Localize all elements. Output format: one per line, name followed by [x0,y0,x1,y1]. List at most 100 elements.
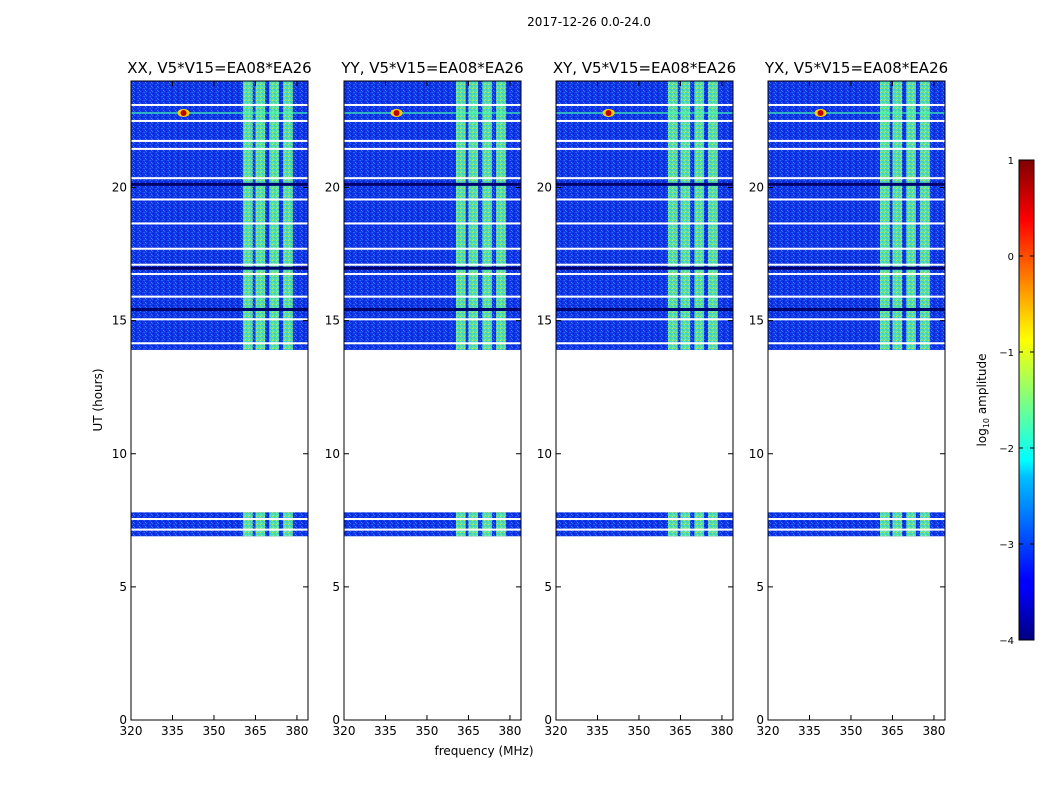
colorbar-label: log10 amplitude [975,354,991,447]
x-tick-label: 335 [161,724,184,738]
bright-channel-0-3 [283,512,293,537]
y-tick-label: 10 [112,447,127,461]
y-tick-label: 5 [119,580,127,594]
flag-gap-1-11 [556,119,733,122]
dark-row-2 [131,182,308,186]
y-tick-label: 15 [112,314,127,328]
flag-gap-1-7 [344,198,521,201]
x-tick-label: 365 [881,724,904,738]
bright-channel-1-2 [694,81,704,350]
flag-gap-1-10 [344,139,521,142]
flag-gap-1-7 [768,198,945,201]
flag-gap-1-0 [768,342,945,345]
flag-gap-1-10 [556,139,733,142]
y-tick-label: 5 [544,580,552,594]
flag-gap-1-1 [556,318,733,321]
bright-channel-1-2 [906,81,916,350]
flag-gap-1-5 [556,247,733,250]
heatmap-segment-0 [768,512,945,537]
flag-gap-1-8 [768,177,945,180]
bright-channel-0-0 [668,512,678,537]
bright-channel-1-0 [880,81,890,350]
y-tick-label: 10 [325,447,340,461]
bright-channel-1-3 [496,81,506,350]
x-tick-label: 350 [416,724,439,738]
flag-gap-1-8 [556,177,733,180]
flag-gap-1-2 [344,295,521,298]
bright-channel-0-0 [456,512,466,537]
flag-gap-1-3 [768,273,945,276]
panel-title: YX, V5*V15=EA08*EA26 [764,59,948,77]
flag-gap-1-12 [344,103,521,106]
y-tick-label: 15 [325,314,340,328]
bright-channel-1-0 [456,81,466,350]
bright-channel-1-2 [269,81,279,350]
y-tick-label: 20 [749,181,764,195]
dark-row-0 [344,307,521,311]
colorbar-tick-label: 1 [1008,156,1014,167]
bright-channel-0-1 [892,512,903,537]
y-tick-label: 0 [332,713,340,727]
bright-channel-0-1 [255,512,266,537]
y-tick-label: 0 [756,713,764,727]
flag-gap-1-3 [131,273,308,276]
x-tick-label: 365 [244,724,267,738]
x-tick-label: 320 [545,724,568,738]
axes-frame [767,80,946,721]
dark-row-1 [768,266,945,270]
flag-gap-1-4 [768,263,945,266]
bright-channel-0-2 [269,512,279,537]
panel-yx: YX, V5*V15=EA08*EA26 320 335 350 365 380 0 5 10 1… [749,59,948,738]
bright-channel-0-1 [468,512,479,537]
heatmap-segment-0 [344,512,521,537]
flag-gap-1-6 [344,222,521,225]
rfi-spike [180,109,187,116]
bright-channel-1-3 [283,81,293,350]
flag-gap-1-11 [768,119,945,122]
dark-row-0 [131,307,308,311]
x-tick-label: 380 [285,724,308,738]
dark-row-0 [768,307,945,311]
suptitle: 2017-12-26 0.0-24.0 [527,15,651,29]
flag-gap-1-3 [344,273,521,276]
y-tick-label: 20 [112,181,127,195]
bright-channel-0-1 [680,512,691,537]
dark-row-0 [556,307,733,311]
flag-gap-0-0 [556,528,733,531]
flag-gap-1-5 [131,247,308,250]
bright-channel-0-0 [243,512,253,537]
flag-gap-1-4 [344,263,521,266]
flag-gap-1-12 [556,103,733,106]
colorbar-ticks: −4 −3 −2 −1 0 1 [999,156,1034,647]
flag-gap-1-9 [768,147,945,150]
flag-gap-1-3 [556,273,733,276]
flag-gap-0-0 [344,528,521,531]
flag-gap-1-1 [768,318,945,321]
bright-channel-0-3 [496,512,506,537]
x-tick-label: 380 [922,724,945,738]
bright-channel-1-1 [680,81,691,350]
flag-gap-1-0 [131,342,308,345]
bright-channel-1-1 [255,81,266,350]
dark-row-2 [768,182,945,186]
bright-channel-0-0 [880,512,890,537]
rfi-spike [393,109,400,116]
x-tick-label: 320 [757,724,780,738]
bright-channel-1-0 [243,81,253,350]
x-tick-label: 350 [203,724,226,738]
panels-layer: XX, V5*V15=EA08*EA26 320 335 350 365 380 0 5 10 1… [112,59,948,738]
flag-gap-1-10 [131,139,308,142]
flag-gap-1-5 [768,247,945,250]
y-axis-label: UT (hours) [91,368,105,431]
colorbar-tick-label: −1 [999,348,1014,359]
y-tick-label: 15 [749,314,764,328]
dark-row-1 [344,266,521,270]
colorbar-label-log: log [975,428,989,446]
flag-gap-1-9 [344,147,521,150]
flag-gap-0-1 [556,517,733,520]
colorbar-tick-label: −4 [999,636,1014,647]
flag-gap-1-12 [768,103,945,106]
y-tick-label: 10 [537,447,552,461]
bright-channel-0-3 [708,512,718,537]
flag-gap-1-7 [131,198,308,201]
